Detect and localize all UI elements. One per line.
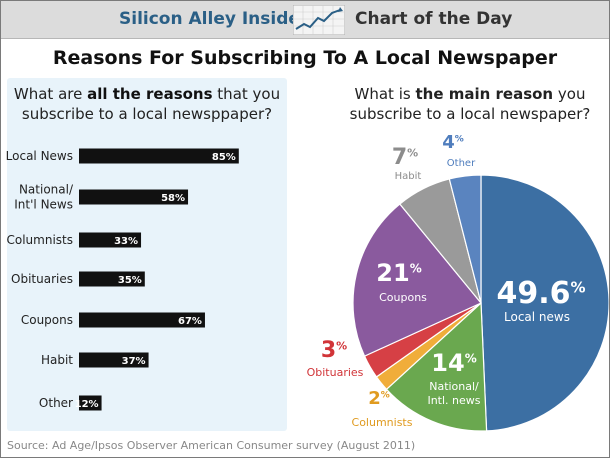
header-bar: Silicon Alley Insider Chart of the Day [1,1,609,39]
bar [79,352,149,368]
question-text: What are [13,85,88,103]
pie-value-label: 14% [431,349,476,377]
question-emphasis: all the reasons [87,85,213,103]
bar-value-label: 85% [212,152,236,163]
pie-value-label: 3% [321,338,347,363]
page-title: Reasons For Subscribing To A Local Newsp… [52,47,558,69]
bar-value-label: 35% [118,275,142,286]
pie-value-label: 7% [392,145,418,170]
question-emphasis: the main reason [415,85,554,103]
left-panel-background [7,78,287,431]
pie-slice [385,301,488,432]
bar-chart-question: What are all the reasons that you subscr… [7,84,287,124]
bar [79,312,205,328]
bar-category-label: Columnists [7,233,74,247]
pie-slice [448,174,482,304]
bar-value-label: 12% [75,399,99,410]
bar-category-label: Local News [6,149,73,163]
question-text: that you subscribe to a local newsppaper… [21,85,281,123]
bar [79,232,142,248]
pie-slice-label: Columnists [352,416,413,429]
pie-slice [480,174,609,432]
bar-category-label: Habit [41,353,73,367]
bar-value-label: 37% [122,356,146,367]
pie-chart-question: What is the main reason you subscribe to… [331,84,609,124]
bar [79,271,145,287]
bar [79,395,102,411]
pie-slice-label: Obituaries [307,366,364,379]
bar [79,148,239,164]
bar-value-label: 33% [114,236,138,247]
pie-slice-label: Coupons [379,291,427,304]
pie-slice [352,203,482,357]
bar [79,189,189,205]
bar-value-label: 67% [178,316,202,327]
brand-title: Silicon Alley Insider [119,9,309,29]
question-text: you subscribe to a local newspaper? [349,85,591,123]
bar-category-label: Obituaries [11,272,73,286]
source-note: Source: Ad Age/Ipsos Observer American C… [7,439,416,452]
pie-value-label: 2% [368,388,390,409]
question-text: What is [354,85,416,103]
pie-value-label: 49.6% [496,276,585,311]
pie-value-label: 21% [376,259,421,287]
bar-category-label: Other [39,396,73,410]
bar-category-label: Coupons [21,313,73,327]
pie-slice-label: Local news [504,310,570,324]
pie-slice-label: Other [447,158,476,169]
bar-value-label: 58% [161,193,185,204]
line-chart-icon [293,5,345,35]
pie-slice-label: Habit [395,171,422,182]
pie-value-label: 4% [442,132,464,153]
section-title: Chart of the Day [355,9,513,29]
pie-slice-label: National/Intl. news [427,380,480,407]
bar-category-label: National/Int'l News [14,183,74,212]
